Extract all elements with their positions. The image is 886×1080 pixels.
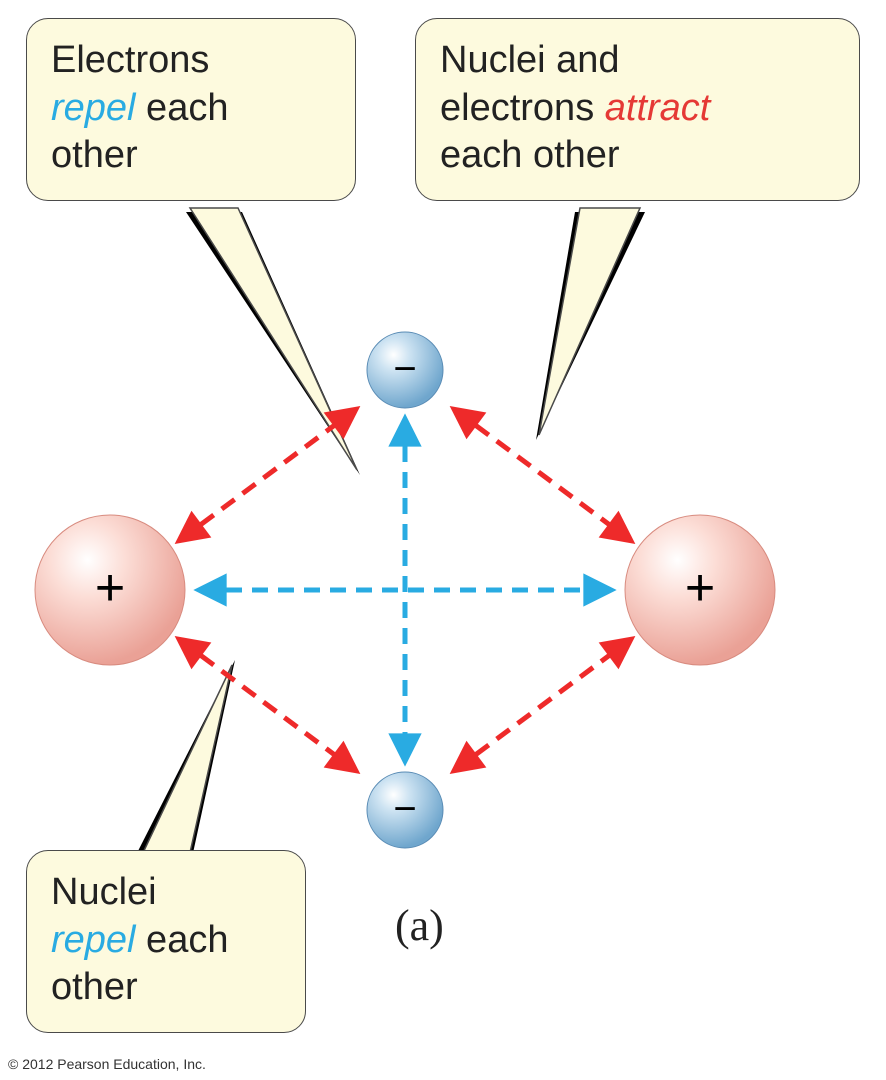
callout-text: Nuclei andelectrons attracteach other	[440, 39, 710, 176]
callout-pointers	[137, 208, 645, 857]
repulsion-arrows	[200, 420, 610, 760]
attract-top-right	[455, 410, 630, 540]
callout-text: Nucleirepel eachother	[51, 871, 228, 1008]
callout-electrons-repel: Electronsrepel eachother	[26, 18, 356, 201]
attract-top-left	[180, 410, 355, 540]
attract-bottom-right	[455, 640, 630, 770]
callout-text: Electronsrepel eachother	[51, 39, 228, 176]
callout-nuclei-repel: Nucleirepel eachother	[26, 850, 306, 1033]
nucleus-right-sign: +	[685, 559, 715, 617]
nucleus-left-sign: +	[95, 559, 125, 617]
electron-bottom-sign: −	[393, 787, 416, 831]
electron-top-sign: −	[393, 347, 416, 391]
callout-nuclei-electrons-attract: Nuclei andelectrons attracteach other	[415, 18, 860, 201]
